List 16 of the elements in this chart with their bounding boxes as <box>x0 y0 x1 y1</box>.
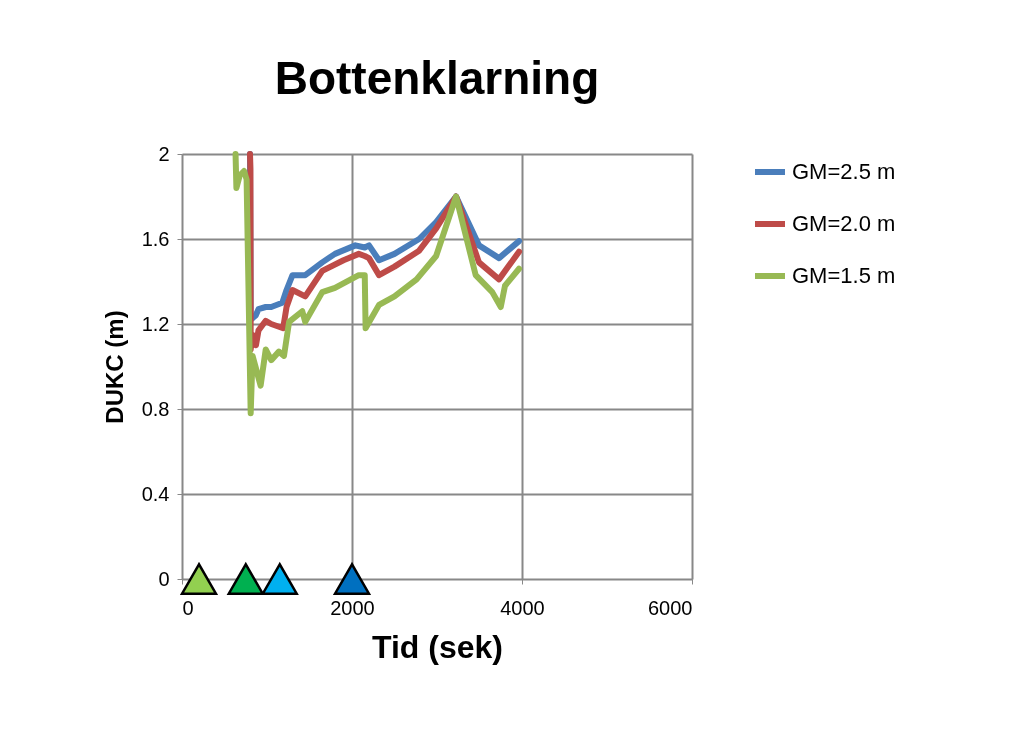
y-tick-label: 2 <box>158 142 170 165</box>
y-tick-label: 1.6 <box>141 227 170 250</box>
legend-label: GM=2.5 m <box>792 159 896 184</box>
legend-label: GM=1.5 m <box>792 263 896 288</box>
x-axis-title: Tid (sek) <box>372 628 503 665</box>
y-axis-title: DUKC (m) <box>100 310 128 424</box>
x-tick-label: 4000 <box>500 596 545 619</box>
y-tick-label: 0 <box>158 567 170 590</box>
chart-title: Bottenklarning <box>274 52 600 104</box>
x-tick-label: 0 <box>182 596 194 619</box>
y-tick-label: 0.4 <box>141 482 170 505</box>
x-tick-label: 6000 <box>648 596 693 619</box>
legend-label: GM=2.0 m <box>792 211 896 236</box>
y-tick-label: 0.8 <box>141 397 170 420</box>
x-tick-label: 2000 <box>330 596 375 619</box>
y-tick-label: 1.2 <box>141 312 170 335</box>
